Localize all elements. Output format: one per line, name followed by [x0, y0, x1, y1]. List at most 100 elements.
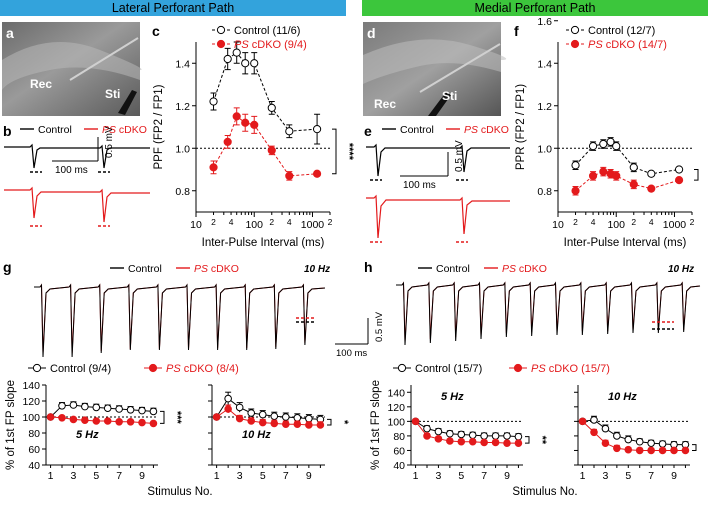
data-point: [647, 439, 655, 447]
series-line-0: [50, 404, 154, 418]
data-point: [250, 120, 259, 129]
panel-label-a: a: [6, 25, 14, 41]
legend-label: Control (12/7): [588, 25, 655, 37]
freq-label-g: 10 Hz: [304, 264, 330, 275]
y-tick-label: 1.4: [175, 58, 190, 70]
series-line-1: [213, 115, 318, 177]
x-tick-label: 3: [71, 470, 77, 482]
scale-amp-label-gh: 0.5 mV: [374, 311, 385, 342]
data-point: [316, 421, 325, 429]
x-tick-label: 9: [671, 470, 677, 482]
rec-label-a: Rec: [30, 77, 52, 91]
data-point: [81, 416, 89, 425]
legend-label-control: Control (15/7): [415, 363, 482, 375]
significance-stars: ****: [705, 166, 708, 184]
data-point: [126, 406, 135, 414]
sti-label-a: Sti: [105, 87, 120, 101]
train-trace: [396, 281, 701, 346]
data-point: [81, 402, 89, 411]
x-tick-label: 100: [245, 219, 263, 231]
data-point: [126, 418, 135, 426]
train-trace: [34, 283, 326, 358]
data-point: [92, 403, 101, 412]
train-traces-h: [396, 281, 701, 346]
data-point: [149, 419, 158, 428]
data-point: [446, 437, 454, 445]
x-tick-label: 7: [283, 470, 289, 482]
data-point: [588, 171, 598, 180]
panel-label-b: b: [3, 123, 12, 139]
scale-time-label-b: 100 ms: [55, 165, 88, 176]
data-point: [457, 430, 466, 439]
significance-stars: ***: [171, 411, 183, 425]
panel-label-g: g: [3, 259, 12, 275]
data-point: [468, 437, 477, 446]
x-tick-label: 1: [580, 470, 586, 482]
x-tick-label: 3: [603, 470, 609, 482]
x-axis-label: Inter-Pulse Interval (ms): [202, 237, 325, 249]
hippocampus-band-a: [2, 42, 142, 90]
data-point: [293, 414, 302, 422]
series-line-1: [582, 421, 686, 451]
significance-bracket: [332, 128, 337, 175]
panel-a: a Rec Sti: [2, 22, 142, 116]
data-point: [69, 401, 78, 409]
legend-control-e: Control: [400, 124, 434, 136]
train-trace: [34, 283, 326, 354]
data-point: [224, 394, 232, 403]
y-tick-label: 1.0: [537, 143, 552, 155]
data-point: [411, 417, 420, 426]
x-tick-label: 3: [436, 470, 442, 482]
data-point: [612, 171, 621, 180]
x-axis-label: Inter-Pulse Interval (ms): [564, 237, 687, 249]
x-tick-label: 2: [690, 217, 695, 227]
data-point: [115, 418, 123, 426]
data-point: [285, 127, 294, 136]
x-axis-label: Stimulus No.: [512, 486, 577, 498]
data-point: [571, 161, 580, 170]
significance-stars: ****: [343, 143, 355, 161]
x-tick-label: 4: [591, 217, 596, 227]
data-point: [599, 139, 608, 149]
data-point: [209, 163, 218, 172]
data-point: [635, 437, 644, 446]
x-tick-label: 5: [458, 470, 464, 482]
scale-bar-gh: 100 ms 0.5 mV: [335, 311, 385, 359]
trace-cdko-e: [366, 194, 510, 239]
data-point: [446, 429, 454, 438]
series-line-0: [415, 420, 519, 438]
panel-g: g Control PS cDKO 10 Hz: [3, 259, 330, 358]
data-point: [590, 416, 598, 424]
data-point: [674, 176, 684, 185]
data-point: [258, 410, 267, 419]
data-point: [235, 414, 244, 423]
x-tick-label: 7: [116, 470, 122, 482]
data-point: [571, 186, 580, 195]
x-tick-label: 9: [504, 470, 510, 482]
panel-h: h Control PS cDKO 10 Hz: [364, 259, 701, 346]
x-tick-label: 7: [648, 470, 654, 482]
y-tick-label: 40: [393, 460, 405, 472]
data-point: [658, 440, 667, 448]
data-point: [601, 424, 610, 433]
data-point: [267, 103, 276, 112]
data-point: [232, 112, 241, 121]
data-point: [647, 169, 656, 178]
x-tick-label: 1: [214, 470, 220, 482]
train-trace: [396, 281, 701, 342]
data-point: [647, 184, 656, 193]
data-point: [434, 435, 443, 443]
data-point: [590, 428, 598, 437]
legend-label-cdko: PS cDKO (15/7): [531, 363, 610, 375]
x-tick-label: 5: [625, 470, 631, 482]
legend-control-b: Control: [38, 124, 72, 136]
data-point: [92, 417, 101, 425]
data-point: [247, 409, 256, 417]
y-tick-label: 80: [393, 431, 405, 443]
freq-label-h: 10 Hz: [668, 264, 694, 275]
y-axis-label: PPF (FP2 / FP1): [153, 84, 165, 169]
data-point: [635, 446, 644, 455]
data-point: [480, 432, 488, 440]
panel-b: b Control PS cDKO 100 ms 0.5 mV: [3, 123, 150, 227]
